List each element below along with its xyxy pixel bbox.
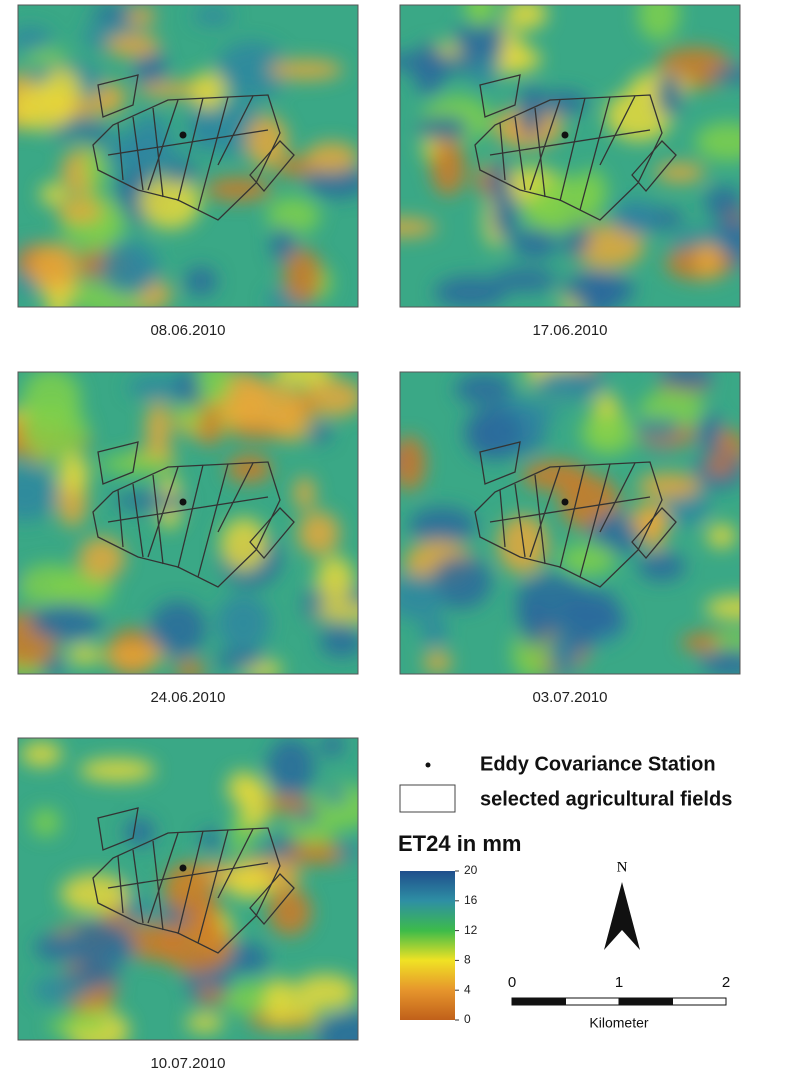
figure: Eddy Covariance Station selected agricul… — [0, 0, 808, 1078]
map-date: 03.07.2010 — [532, 689, 607, 706]
north-arrow — [604, 882, 640, 950]
map-date: 24.06.2010 — [150, 689, 225, 706]
colorbar-tick-label: 12 — [464, 923, 478, 937]
station-symbol — [426, 763, 431, 768]
colorbar-tick-label: 0 — [464, 1012, 471, 1026]
scale-label: 2 — [722, 974, 730, 991]
colorbar-tick-label: 4 — [464, 982, 471, 996]
scale-label: 1 — [615, 974, 623, 991]
colorbar-title: ET24 in mm — [398, 831, 521, 856]
scale-segment — [566, 998, 620, 1005]
map-panel — [370, 0, 762, 317]
map-panel — [18, 734, 389, 1062]
map-date: 17.06.2010 — [532, 322, 607, 339]
scale-segment — [619, 998, 673, 1005]
map-panel — [0, 358, 384, 679]
north-label: N — [617, 859, 628, 875]
scale-label: 0 — [508, 974, 516, 991]
map-date: 10.07.2010 — [150, 1055, 225, 1072]
colorbar-tick-label: 20 — [464, 863, 478, 877]
map-panel — [0, 4, 369, 332]
colorbar-tick-label: 8 — [464, 953, 471, 967]
scale-segment — [673, 998, 727, 1005]
legend-fields: selected agricultural fields — [480, 788, 732, 810]
field-symbol — [400, 785, 455, 812]
colorbar — [400, 871, 455, 1020]
map-panel — [383, 350, 768, 679]
legend-station: Eddy Covariance Station — [480, 753, 716, 775]
map-date: 08.06.2010 — [150, 322, 225, 339]
colorbar-tick-label: 16 — [464, 893, 478, 907]
scale-unit: Kilometer — [589, 1015, 648, 1031]
scale-segment — [512, 998, 566, 1005]
